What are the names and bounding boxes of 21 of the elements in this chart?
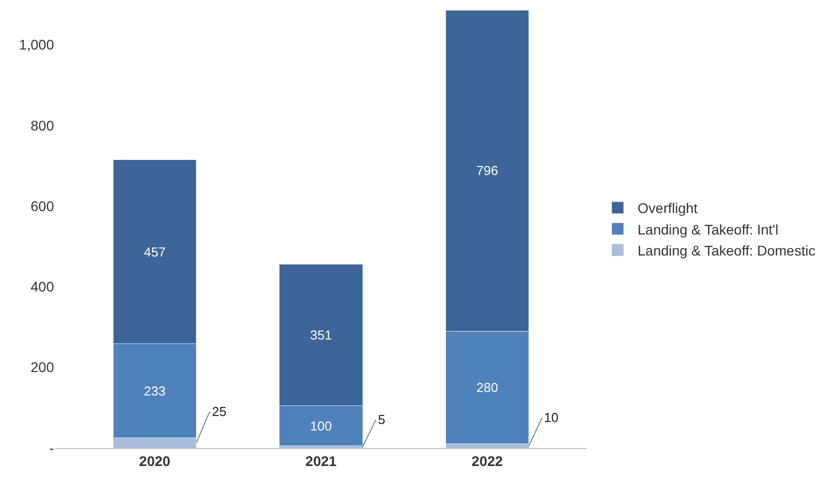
data-label: 280 (476, 380, 498, 396)
data-label: 233 (144, 383, 166, 398)
data-label: 796 (476, 163, 498, 178)
y-tick-label: 800 (30, 117, 54, 134)
data-label: 25 (212, 404, 226, 419)
y-tick-label: 200 (30, 359, 54, 376)
data-label: 10 (544, 410, 558, 425)
x-tick-label: 2021 (305, 452, 337, 469)
x-tick-label: 2020 (139, 452, 171, 469)
legend-label: Landing & Takeoff: Int'l (638, 221, 778, 238)
legend-label: Overflight (638, 200, 698, 216)
y-tick-label: 400 (30, 278, 54, 295)
legend-label: Landing & Takeoff: Domestic (638, 242, 816, 258)
y-tick-label: 600 (30, 198, 54, 214)
data-label: 351 (310, 327, 332, 342)
y-tick-label: - (49, 440, 54, 456)
data-label: 457 (144, 244, 166, 260)
data-label: 5 (378, 412, 386, 427)
y-tick-label: 1,000 (18, 36, 54, 53)
data-label: 100 (310, 418, 332, 434)
x-tick-label: 2022 (472, 452, 504, 469)
